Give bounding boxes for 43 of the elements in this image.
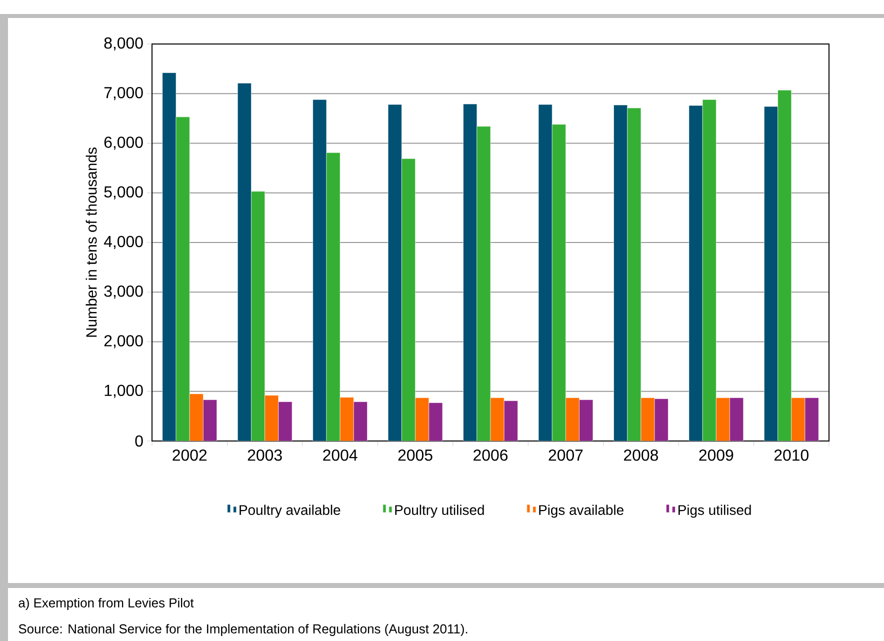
y-axis-title: Number in tens of thousands bbox=[86, 148, 97, 337]
x-tick-label: 2008 bbox=[624, 450, 658, 461]
bar bbox=[189, 394, 204, 441]
x-tick-label: 2003 bbox=[248, 450, 282, 461]
legend-label: Pigs utilised bbox=[678, 504, 751, 518]
bar bbox=[415, 398, 430, 441]
bar bbox=[326, 152, 340, 441]
text: a) Exemption from Levies Pilot bbox=[18, 598, 194, 610]
y-tick-label: 5,000 bbox=[104, 186, 143, 200]
bar bbox=[791, 398, 806, 441]
y-tick-label: 0 bbox=[135, 435, 143, 447]
y-tick-label: 6,000 bbox=[104, 136, 143, 150]
x-tick-label: 2009 bbox=[699, 450, 734, 461]
legend-label: Pigs available bbox=[539, 504, 624, 518]
bar bbox=[264, 395, 279, 441]
bar bbox=[566, 398, 580, 441]
bar bbox=[702, 99, 716, 441]
bar bbox=[340, 397, 354, 441]
x-tick-label: 2007 bbox=[548, 450, 583, 461]
legend-label: Poultry utilised bbox=[395, 504, 484, 518]
y-tick-label: 3,000 bbox=[104, 286, 143, 299]
bar bbox=[176, 116, 190, 441]
bar bbox=[640, 398, 655, 441]
y-tick-label: 4,000 bbox=[104, 236, 143, 250]
bar bbox=[402, 158, 416, 441]
y-tick-label: 8,000 bbox=[104, 37, 143, 51]
bar bbox=[552, 124, 566, 441]
bar bbox=[716, 398, 730, 441]
source-note: Source: National Service for the Implementation of Regulations (August 2011). bbox=[18, 624, 468, 636]
x-tick-label: 2006 bbox=[474, 450, 508, 461]
y-tick-label: 2,000 bbox=[104, 335, 143, 348]
y-tick-label: 1,000 bbox=[104, 384, 143, 398]
bar bbox=[627, 108, 642, 441]
bar bbox=[490, 398, 504, 441]
legend-label: Poultry available bbox=[240, 504, 340, 518]
x-tick-label: 2010 bbox=[774, 450, 808, 461]
x-tick-label: 2002 bbox=[172, 450, 207, 461]
x-tick-label: 2004 bbox=[323, 450, 358, 461]
bar bbox=[251, 191, 265, 441]
bar bbox=[778, 90, 792, 441]
bar bbox=[476, 126, 491, 441]
x-tick-label: 2005 bbox=[398, 450, 432, 461]
y-tick-label: 7,000 bbox=[104, 87, 143, 100]
